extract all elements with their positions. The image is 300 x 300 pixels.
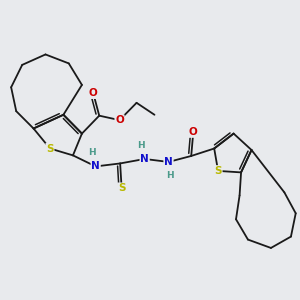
Text: O: O xyxy=(189,127,198,137)
Text: N: N xyxy=(164,157,173,167)
Text: S: S xyxy=(46,143,54,154)
Text: S: S xyxy=(214,166,222,176)
Text: N: N xyxy=(140,154,149,164)
Text: H: H xyxy=(88,148,96,158)
Text: O: O xyxy=(115,115,124,125)
Text: H: H xyxy=(166,171,174,180)
Text: N: N xyxy=(91,161,100,171)
Text: H: H xyxy=(137,141,145,150)
Text: S: S xyxy=(118,183,125,193)
Text: O: O xyxy=(89,88,98,98)
